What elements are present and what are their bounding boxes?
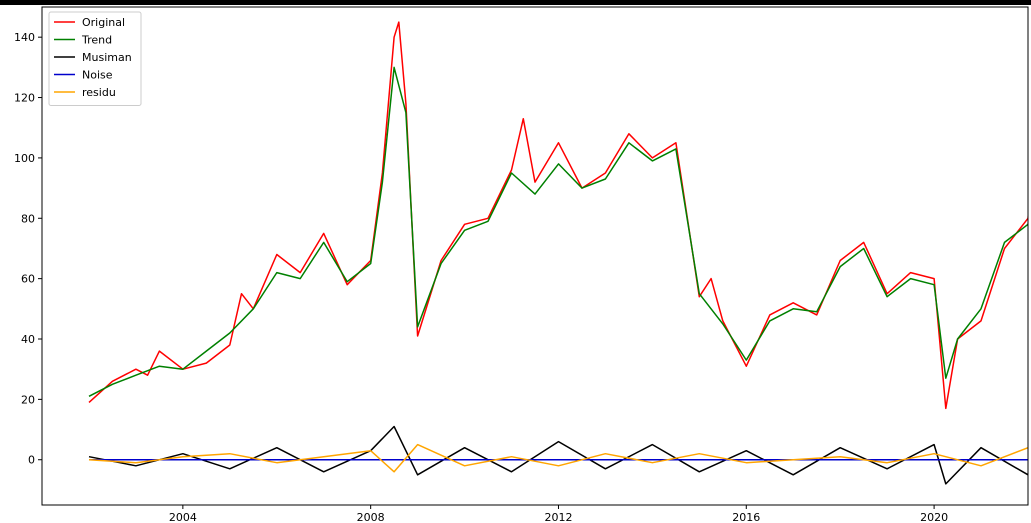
x-tick-label: 2012 [544, 511, 572, 523]
series-line-trend [88, 66, 1028, 397]
series-line-musiman [88, 425, 1028, 485]
top-clip-bar [0, 0, 1031, 5]
legend-label-musiman: Musiman [82, 51, 132, 64]
x-axis: 20042008201220162020202 [169, 505, 948, 523]
x-tick-label: 2016 [732, 511, 760, 523]
legend: Original Trend Musiman Noise residu [48, 11, 142, 106]
y-tick-label: 20 [21, 393, 35, 406]
y-tick-label: 0 [28, 454, 35, 467]
y-tick-label: 60 [21, 273, 35, 286]
y-tick-label: 100 [14, 152, 35, 165]
y-tick-label: 120 [14, 92, 35, 105]
legend-label-original: Original [82, 16, 125, 29]
y-tick-label: 40 [21, 333, 35, 346]
plot-area [88, 21, 1028, 485]
legend-label-noise: Noise [82, 69, 113, 82]
x-tick-label: 2020 [920, 511, 948, 523]
x-tick-label: 2004 [169, 511, 197, 523]
series-line-original [88, 21, 1028, 410]
legend-label-residu: residu [82, 86, 116, 99]
series-line-residu [88, 443, 1028, 473]
legend-label-trend: Trend [81, 34, 112, 47]
legend-box [48, 11, 142, 106]
axes-frame [41, 6, 1029, 506]
y-axis: 0 20 40 60 80 100 120 140 [14, 31, 42, 467]
y-tick-label: 140 [14, 31, 35, 44]
y-tick-label: 80 [21, 212, 35, 225]
x-tick-label: 2008 [357, 511, 385, 523]
